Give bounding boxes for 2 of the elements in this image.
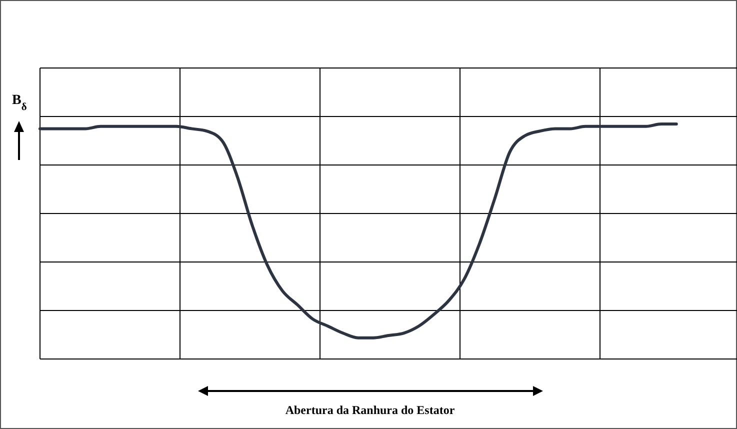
text: Abertura da Ranhura do Estator [285, 403, 456, 417]
y-axis-title: B$_{δ}$ [12, 93, 28, 112]
